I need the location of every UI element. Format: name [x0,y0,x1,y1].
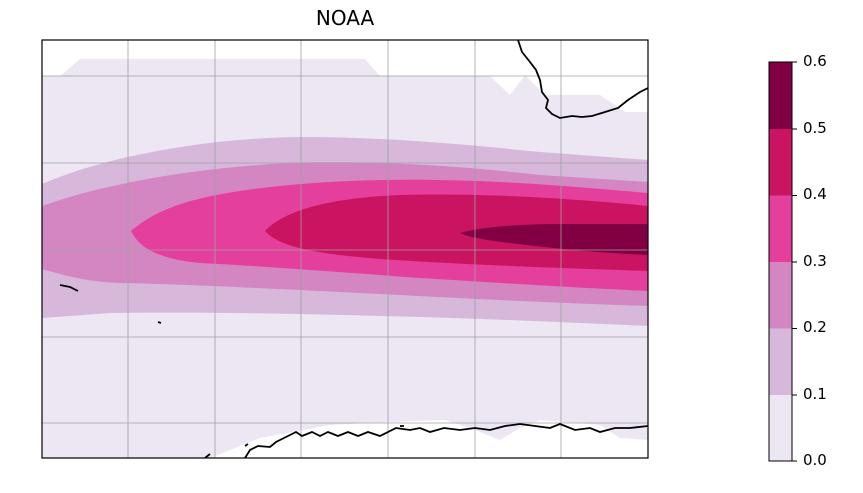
colorbar-tick-label: 0.0 [803,451,827,469]
colorbar-tick-label: 0.5 [803,119,827,137]
colorbar-segment-5 [769,62,792,129]
coastline-northeast [517,40,648,119]
contour-fill-group [42,40,648,458]
colorbar-segment-2 [769,262,792,329]
contour-missing-bottom [210,420,648,458]
colorbar-segment-3 [769,195,792,262]
coastline-south [204,423,648,458]
colorbar-tick-label: 0.3 [803,252,827,270]
gridlines [42,40,648,458]
colorbar [768,61,797,462]
contour-missing-top [42,40,648,112]
coastline-islet [157,321,162,324]
colorbar-tick-label: 0.1 [803,385,827,403]
colorbar-segment-1 [769,328,792,395]
coastline-island-west [59,284,79,292]
colorbar-segment-4 [769,129,792,196]
colorbar-segment-0 [769,395,792,461]
colorbar-tick-label: 0.4 [803,185,827,203]
colorbar-ticks [792,61,797,462]
colorbar-tick-label: 0.2 [803,318,827,336]
coastlines [59,40,648,458]
colorbar-tick-label: 0.6 [803,52,827,70]
coastline-south-islet [244,425,404,447]
map-frame [41,39,649,459]
contour-level-5 [460,224,648,255]
contour-level-4 [265,194,648,271]
map-title: NOAA [315,6,375,30]
